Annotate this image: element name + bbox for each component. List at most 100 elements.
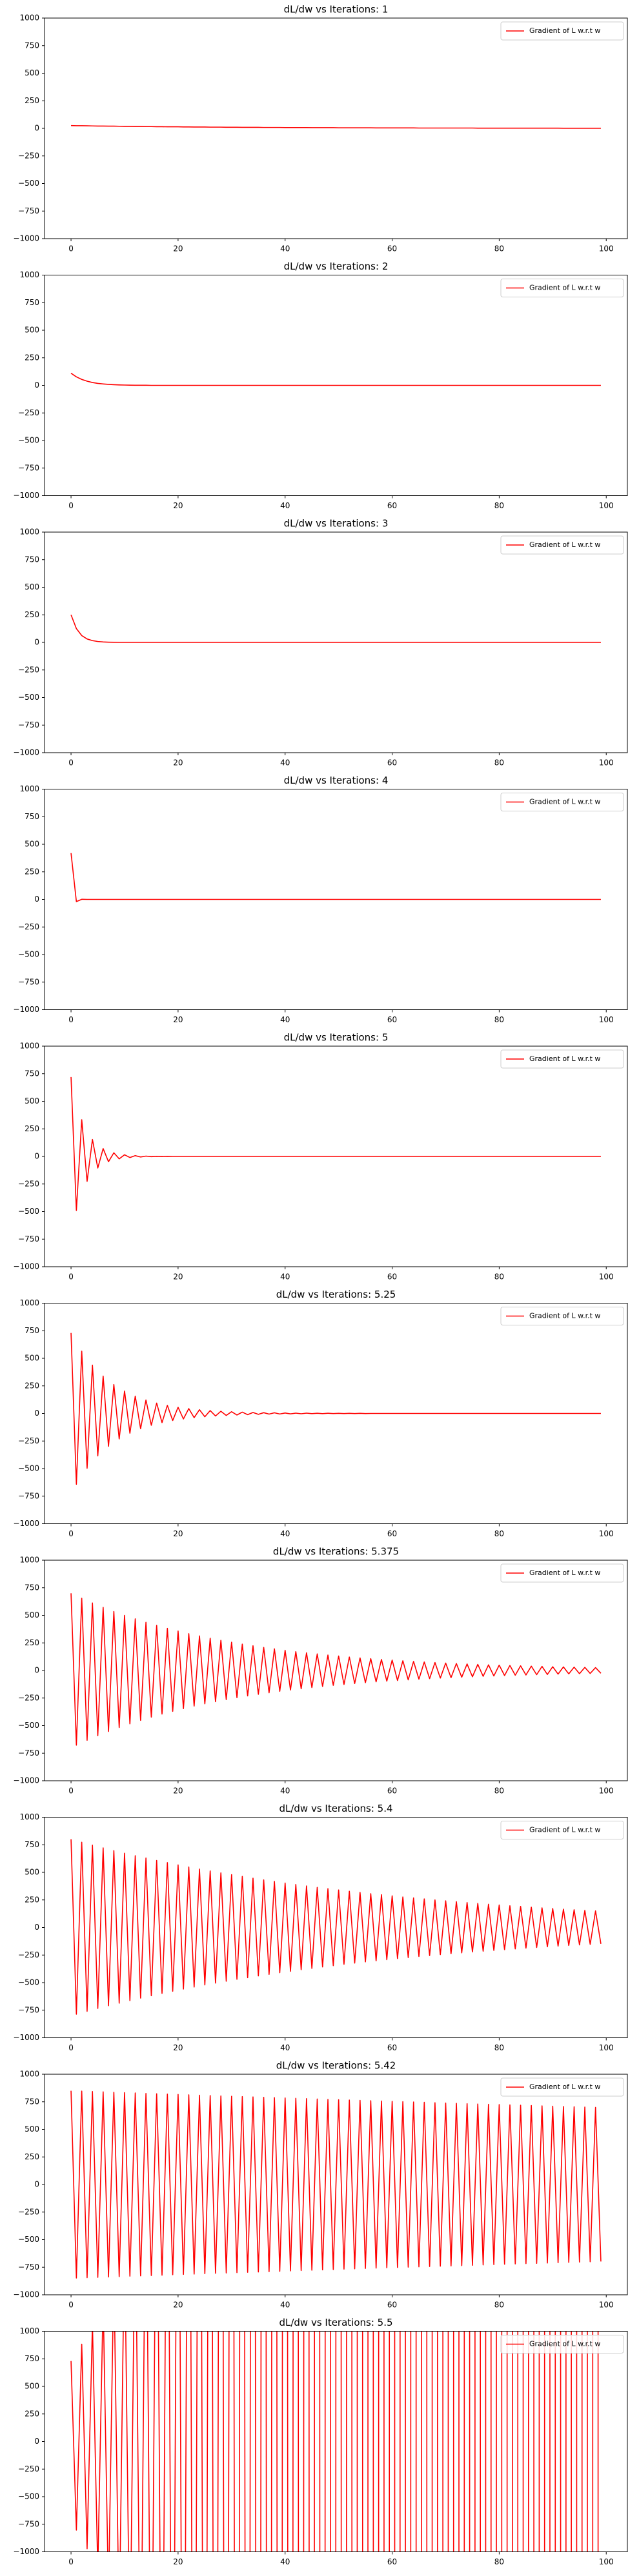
x-tick-label: 60: [387, 501, 397, 510]
legend-label: Gradient of L w.r.t w: [529, 1569, 600, 1577]
axes-frame: [44, 531, 628, 753]
x-tick-label: 100: [599, 1015, 614, 1024]
x-tick-label: 40: [280, 1015, 290, 1024]
x-tick-label: 20: [173, 2301, 183, 2310]
x-tick-label: 20: [173, 501, 183, 510]
x-tick-label: 80: [494, 1529, 504, 1538]
y-tick-label: −750: [18, 977, 39, 986]
y-tick-label: −1000: [13, 2033, 39, 2042]
y-tick-label: 0: [34, 895, 39, 904]
subplot: dL/dw vs Iterations: 3 −1000 −750 −500 −250 0…: [13, 518, 628, 768]
y-tick-label: −750: [18, 206, 39, 215]
y-tick-label: 750: [25, 812, 39, 821]
x-tick-label: 80: [494, 2301, 504, 2310]
x-tick-label: 20: [173, 758, 183, 768]
x-tick-label: 0: [68, 244, 74, 253]
chart-title: dL/dw vs Iterations: 5.4: [279, 1803, 392, 1814]
x-tick-label: 100: [599, 501, 614, 510]
y-tick-label: 1000: [19, 528, 39, 537]
legend-label: Gradient of L w.r.t w: [529, 2083, 600, 2091]
x-tick-label: 80: [494, 1787, 504, 1796]
legend-label: Gradient of L w.r.t w: [529, 540, 600, 549]
y-tick-label: 750: [25, 1583, 39, 1592]
y-tick-label: 250: [25, 867, 39, 876]
subplot: dL/dw vs Iterations: 2 −1000 −750 −500 −250 0…: [13, 261, 628, 510]
y-tick-label: 750: [25, 1069, 39, 1078]
y-tick-label: −1000: [13, 2547, 39, 2556]
legend-label: Gradient of L w.r.t w: [529, 284, 600, 292]
x-tick-label: 20: [173, 1273, 183, 1282]
legend-label: Gradient of L w.r.t w: [529, 1055, 600, 1063]
x-tick-label: 20: [173, 244, 183, 253]
axes-frame: [44, 2074, 628, 2295]
y-tick-label: 750: [25, 2097, 39, 2106]
legend-box: [500, 793, 624, 811]
y-tick-label: −500: [18, 2492, 39, 2501]
x-tick-label: 80: [494, 2043, 504, 2052]
legend-box: [500, 535, 624, 555]
y-tick-label: −750: [18, 2005, 39, 2014]
y-tick-label: −1000: [13, 1519, 39, 1528]
x-tick-label: 100: [599, 244, 614, 253]
x-tick-label: 0: [68, 1787, 74, 1796]
legend-box: [500, 1307, 624, 1325]
y-tick-label: −250: [18, 1950, 39, 1959]
x-tick-label: 100: [599, 2557, 614, 2566]
y-tick-label: 750: [25, 1326, 39, 1335]
axes-frame: [44, 1303, 628, 1524]
x-tick-label: 60: [387, 1273, 397, 1282]
x-tick-label: 0: [68, 1273, 74, 1282]
y-tick-label: 750: [25, 298, 39, 307]
chart-title: dL/dw vs Iterations: 5.25: [276, 1289, 396, 1300]
x-tick-label: 60: [387, 2301, 397, 2310]
x-tick-label: 0: [68, 2301, 74, 2310]
subplot: dL/dw vs Iterations: 5.5 −1000 −750 −500 −25…: [13, 2317, 628, 2566]
y-tick-label: −1000: [13, 1262, 39, 1271]
data-line: [70, 614, 601, 643]
y-tick-label: 1000: [19, 1042, 39, 1051]
legend-box: [500, 21, 624, 41]
legend-label: Gradient of L w.r.t w: [529, 2340, 600, 2348]
x-tick-label: 60: [387, 1529, 397, 1538]
y-tick-label: 250: [25, 353, 39, 362]
x-tick-label: 40: [280, 1273, 290, 1282]
y-tick-label: 500: [25, 2382, 39, 2391]
chart-title: dL/dw vs Iterations: 1: [284, 4, 389, 15]
axes-frame: [44, 17, 628, 239]
y-tick-label: 1000: [19, 270, 39, 279]
y-tick-label: 250: [25, 1124, 39, 1133]
y-tick-label: 500: [25, 68, 39, 77]
y-tick-label: 750: [25, 1840, 39, 1849]
x-tick-label: 60: [387, 1787, 397, 1796]
x-tick-label: 100: [599, 758, 614, 768]
x-tick-label: 100: [599, 1787, 614, 1796]
x-tick-label: 20: [173, 2043, 183, 2052]
y-tick-label: −500: [18, 950, 39, 959]
y-tick-label: −250: [18, 1693, 39, 1702]
data-line: [70, 373, 601, 386]
y-tick-label: 250: [25, 2152, 39, 2161]
y-tick-label: 1000: [19, 1812, 39, 1821]
y-tick-label: 0: [34, 1666, 39, 1675]
y-tick-label: 250: [25, 1895, 39, 1904]
y-tick-label: −500: [18, 179, 39, 188]
x-tick-label: 40: [280, 1787, 290, 1796]
legend-label: Gradient of L w.r.t w: [529, 26, 600, 35]
y-tick-label: 750: [25, 2354, 39, 2363]
y-tick-label: 1000: [19, 1298, 39, 1307]
y-tick-label: −1000: [13, 234, 39, 243]
x-tick-label: 20: [173, 1787, 183, 1796]
x-tick-label: 80: [494, 2557, 504, 2566]
x-tick-label: 80: [494, 244, 504, 253]
x-tick-label: 40: [280, 1529, 290, 1538]
x-tick-label: 40: [280, 758, 290, 768]
subplot: dL/dw vs Iterations: 5 −1000 −750 −500 −250 0…: [13, 1032, 628, 1282]
y-tick-label: 500: [25, 2125, 39, 2134]
subplot: dL/dw vs Iterations: 5.42 −1000 −750 −500 −2…: [13, 2060, 628, 2310]
x-tick-label: 40: [280, 2043, 290, 2052]
chart-title: dL/dw vs Iterations: 5.375: [273, 1546, 399, 1558]
legend-box: [500, 1821, 624, 1839]
legend-label: Gradient of L w.r.t w: [529, 1826, 600, 1834]
y-tick-label: −750: [18, 1491, 39, 1500]
